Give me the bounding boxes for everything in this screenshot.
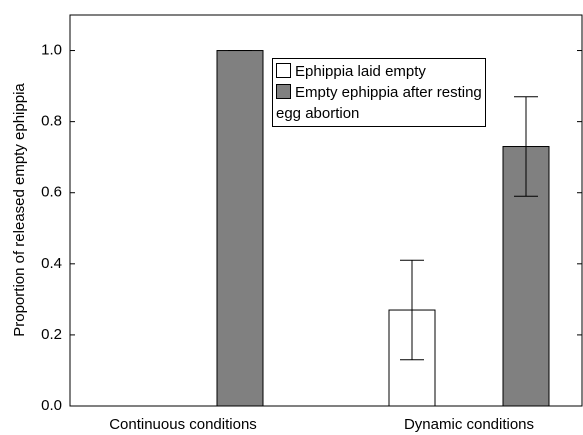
- error-bar: [400, 259, 424, 361]
- legend-entry: Empty ephippia after resting egg abortio…: [276, 82, 482, 124]
- legend-swatch: [276, 63, 291, 78]
- legend-label: Ephippia laid empty: [295, 63, 426, 80]
- bar: [216, 50, 264, 407]
- x-tick-label: Dynamic conditions: [404, 416, 534, 433]
- y-tick-label: 0.6: [41, 184, 62, 201]
- x-tick-label: Continuous conditions: [109, 416, 257, 433]
- y-tick-label: 0.0: [41, 397, 62, 414]
- plot-frame: [69, 14, 583, 407]
- legend-label: Empty ephippia after resting egg abortio…: [276, 84, 482, 122]
- legend-swatch: [276, 84, 291, 99]
- y-tick-label: 1.0: [41, 42, 62, 59]
- y-axis-label: Proportion of released empty ephippia: [11, 83, 28, 337]
- y-tick-label: 0.2: [41, 326, 62, 343]
- error-bar: [514, 96, 538, 197]
- legend: Ephippia laid empty Empty ephippia after …: [272, 58, 486, 127]
- y-tick-label: 0.4: [41, 255, 62, 272]
- legend-entry: Ephippia laid empty: [276, 61, 482, 82]
- y-tick-label: 0.8: [41, 113, 62, 130]
